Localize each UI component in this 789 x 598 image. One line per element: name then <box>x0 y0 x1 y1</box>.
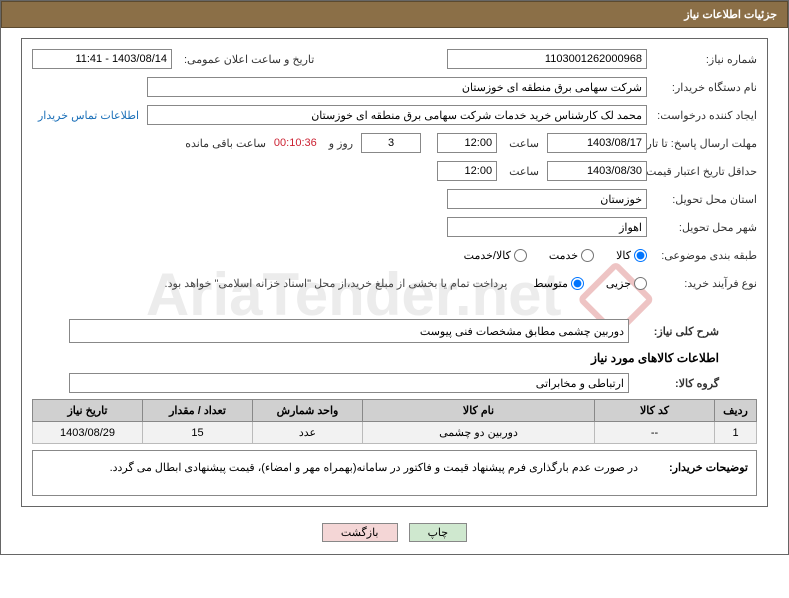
back-button[interactable]: بازگشت <box>322 523 398 542</box>
province-field: خوزستان <box>447 189 647 209</box>
process-medium-radio[interactable]: متوسط <box>533 277 584 290</box>
requester-field: محمد لک کارشناس خرید خدمات شرکت سهامی بر… <box>147 105 647 125</box>
buyer-org-field: شرکت سهامی برق منطقه ای خوزستان <box>147 77 647 97</box>
process-radio-group: جزیی متوسط <box>515 277 647 290</box>
category-both-radio[interactable]: کالا/خدمت <box>464 249 527 262</box>
page-title: جزئیات اطلاعات نیاز <box>1 1 788 28</box>
group-label: گروه کالا: <box>629 377 719 390</box>
buyer-note-box: توضیحات خریدار: در صورت عدم بارگذاری فرم… <box>32 450 757 496</box>
validity-time-field: 12:00 <box>437 161 497 181</box>
category-radio-group: کالا خدمت کالا/خدمت <box>446 249 647 262</box>
goods-table: ردیف کد کالا نام کالا واحد شمارش تعداد /… <box>32 399 757 444</box>
table-row: 1 -- دوربین دو چشمی عدد 15 1403/08/29 <box>33 422 757 444</box>
days-field: 3 <box>361 133 421 153</box>
category-both-input[interactable] <box>514 249 527 262</box>
goods-section-title: اطلاعات کالاهای مورد نیاز <box>32 351 719 365</box>
process-label: نوع فرآیند خرید: <box>647 277 757 290</box>
deadline-time-field: 12:00 <box>437 133 497 153</box>
details-page: جزئیات اطلاعات نیاز شماره نیاز: 11030012… <box>0 0 789 555</box>
validity-date-field: 1403/08/30 <box>547 161 647 181</box>
requester-label: ایجاد کننده درخواست: <box>647 109 757 122</box>
category-service-label: خدمت <box>549 249 578 262</box>
buyer-note-label: توضیحات خریدار: <box>638 461 748 474</box>
th-code: کد کالا <box>595 400 715 422</box>
deadline-time-label: ساعت <box>505 137 539 150</box>
button-row: چاپ بازگشت <box>21 515 768 548</box>
category-both-label: کالا/خدمت <box>464 249 511 262</box>
th-unit: واحد شمارش <box>253 400 363 422</box>
validity-label: حداقل تاریخ اعتبار قیمت: تا تاریخ: <box>647 165 757 178</box>
process-minor-radio[interactable]: جزیی <box>606 277 647 290</box>
process-minor-label: جزیی <box>606 277 631 290</box>
table-header-row: ردیف کد کالا نام کالا واحد شمارش تعداد /… <box>33 400 757 422</box>
th-qty: تعداد / مقدار <box>143 400 253 422</box>
main-panel: شماره نیاز: 1103001262000968 تاریخ و ساع… <box>21 38 768 507</box>
th-name: نام کالا <box>363 400 595 422</box>
td-unit: عدد <box>253 422 363 444</box>
need-number-field: 1103001262000968 <box>447 49 647 69</box>
print-button[interactable]: چاپ <box>409 523 468 542</box>
desc-field: دوربین چشمی مطابق مشخصات فنی پیوست <box>69 319 629 343</box>
desc-label: شرح کلی نیاز: <box>629 325 719 338</box>
category-goods-label: کالا <box>616 249 631 262</box>
td-row: 1 <box>715 422 757 444</box>
announce-field: 1403/08/14 - 11:41 <box>32 49 172 69</box>
buyer-note-text: در صورت عدم بارگذاری فرم پیشنهاد قیمت و … <box>41 461 638 474</box>
category-label: طبقه بندی موضوعی: <box>647 249 757 262</box>
payment-note: پرداخت تمام یا بخشی از مبلغ خرید،از محل … <box>165 277 508 290</box>
need-number-label: شماره نیاز: <box>647 53 757 66</box>
province-label: استان محل تحویل: <box>647 193 757 206</box>
th-row: ردیف <box>715 400 757 422</box>
buyer-org-label: نام دستگاه خریدار: <box>647 81 757 94</box>
deadline-label: مهلت ارسال پاسخ: تا تاریخ: <box>647 137 757 150</box>
td-date: 1403/08/29 <box>33 422 143 444</box>
days-and-label: روز و <box>325 137 353 150</box>
process-medium-input[interactable] <box>571 277 584 290</box>
group-field: ارتباطی و مخابراتی <box>69 373 629 393</box>
th-date: تاریخ نیاز <box>33 400 143 422</box>
category-goods-radio[interactable]: کالا <box>616 249 647 262</box>
process-medium-label: متوسط <box>533 277 568 290</box>
category-service-radio[interactable]: خدمت <box>549 249 594 262</box>
city-label: شهر محل تحویل: <box>647 221 757 234</box>
td-code: -- <box>595 422 715 444</box>
category-service-input[interactable] <box>581 249 594 262</box>
td-name: دوربین دو چشمی <box>363 422 595 444</box>
announce-label: تاریخ و ساعت اعلان عمومی: <box>180 53 314 66</box>
validity-time-label: ساعت <box>505 165 539 178</box>
countdown-value: 00:10:36 <box>274 137 317 149</box>
remaining-label: ساعت باقی مانده <box>181 137 266 150</box>
category-goods-input[interactable] <box>634 249 647 262</box>
deadline-date-field: 1403/08/17 <box>547 133 647 153</box>
buyer-contact-link[interactable]: اطلاعات تماس خریدار <box>38 109 139 122</box>
city-field: اهواز <box>447 217 647 237</box>
process-minor-input[interactable] <box>634 277 647 290</box>
td-qty: 15 <box>143 422 253 444</box>
